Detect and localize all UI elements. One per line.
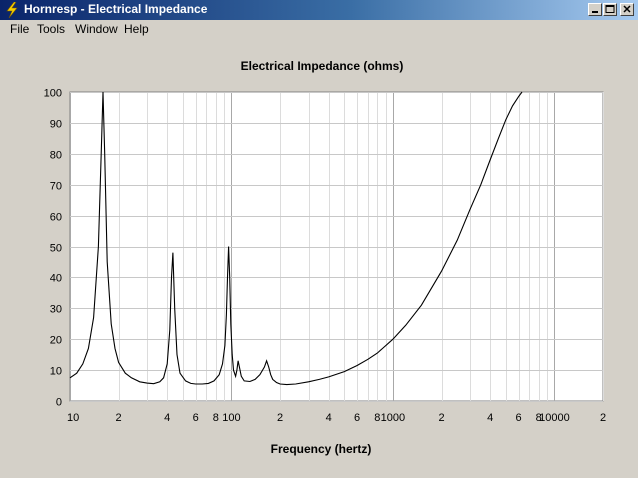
x-tick-label: 2	[116, 412, 122, 424]
x-tick-label: 6	[354, 412, 360, 424]
y-tick-label: 50	[50, 243, 62, 255]
y-tick-label: 20	[50, 335, 62, 347]
x-tick-label: 8	[213, 412, 219, 424]
x-tick-label: 2	[600, 412, 606, 424]
x-tick-label: 1000	[381, 412, 405, 424]
menu-bar: File Tools Window Help	[0, 20, 638, 38]
x-tick-label: 10	[67, 412, 79, 424]
y-tick-label: 40	[50, 273, 62, 285]
minimize-icon	[592, 11, 598, 13]
impedance-chart: Electrical Impedance (ohms) 0 10 20 30 40 50 6…	[44, 59, 606, 456]
maximize-icon	[605, 5, 615, 13]
menu-help[interactable]: Help	[124, 22, 149, 36]
chart-title: Electrical Impedance (ohms)	[241, 59, 404, 73]
y-tick-labels: 0 10 20 30 40 50 60 70 80 90 100	[44, 88, 62, 409]
y-tick-label: 30	[50, 304, 62, 316]
close-icon	[623, 5, 631, 13]
x-tick-label: 6	[516, 412, 522, 424]
x-tick-label: 2	[438, 412, 444, 424]
x-tick-label: 100	[222, 412, 240, 424]
window-title: Hornresp - Electrical Impedance	[24, 2, 208, 16]
x-tick-label: 4	[326, 412, 332, 424]
x-tick-label: 6	[193, 412, 199, 424]
minimize-button[interactable]	[588, 3, 602, 16]
y-tick-label: 100	[44, 88, 62, 100]
title-bar[interactable]: Hornresp - Electrical Impedance	[0, 0, 638, 20]
impedance-curve	[69, 91, 523, 386]
lightning-bolt-icon	[6, 2, 18, 18]
close-button[interactable]	[620, 3, 634, 16]
x-tick-label: 8	[536, 412, 542, 424]
menu-tools[interactable]: Tools	[37, 22, 66, 36]
menu-file[interactable]: File	[10, 22, 30, 36]
y-tick-label: 90	[50, 119, 62, 131]
plot-area	[69, 91, 604, 402]
x-tick-label: 4	[164, 412, 170, 424]
x-tick-label: 8	[374, 412, 380, 424]
x-tick-label: 2	[277, 412, 283, 424]
x-axis-label: Frequency (hertz)	[271, 442, 372, 456]
y-tick-label: 70	[50, 181, 62, 193]
maximize-button[interactable]	[603, 3, 617, 16]
x-tick-label: 4	[487, 412, 493, 424]
y-tick-label: 0	[56, 397, 62, 409]
menu-window[interactable]: Window	[75, 22, 118, 36]
x-tick-label: 10000	[539, 412, 570, 424]
y-tick-label: 60	[50, 212, 62, 224]
y-tick-label: 80	[50, 150, 62, 162]
y-tick-label: 10	[50, 366, 62, 378]
